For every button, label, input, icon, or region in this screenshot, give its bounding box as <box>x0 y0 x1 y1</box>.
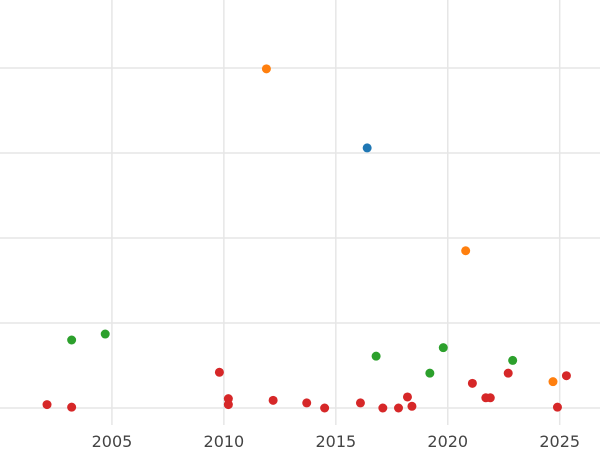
data-point-s0-2 <box>214 367 224 377</box>
data-point-s1-4 <box>438 343 448 353</box>
data-point-s0-4 <box>223 400 233 410</box>
data-point-s0-5 <box>268 395 278 405</box>
data-point-s1-5 <box>508 355 518 365</box>
x-gridlines <box>111 0 561 425</box>
data-point-s0-1 <box>67 402 77 412</box>
data-point-s0-0 <box>42 400 52 410</box>
data-point-s2-0 <box>261 64 271 74</box>
data-point-s0-6 <box>302 398 312 408</box>
data-point-s1-3 <box>425 368 435 378</box>
data-point-s0-15 <box>485 393 495 403</box>
data-point-s0-10 <box>394 403 404 413</box>
y-gridlines <box>0 67 600 409</box>
data-point-s1-2 <box>371 351 381 361</box>
data-point-s0-18 <box>561 371 571 381</box>
data-point-s0-17 <box>552 402 562 412</box>
data-point-s0-9 <box>378 403 388 413</box>
data-points <box>42 64 571 413</box>
data-point-s3-0 <box>362 143 372 153</box>
data-point-s2-2 <box>548 377 558 387</box>
x-tick-label-2010: 2010 <box>204 432 245 450</box>
data-point-s0-16 <box>503 368 513 378</box>
data-point-s2-1 <box>461 246 471 256</box>
data-point-s0-7 <box>320 403 330 413</box>
data-point-s0-13 <box>467 378 477 388</box>
x-tick-label-2025: 2025 <box>539 432 580 450</box>
data-point-s1-1 <box>100 329 110 339</box>
data-point-s0-11 <box>402 392 412 402</box>
x-tick-label-2020: 2020 <box>427 432 468 450</box>
x-tick-labels: 2005 2010 2015 2020 2025 <box>92 432 580 450</box>
x-tick-label-2005: 2005 <box>92 432 133 450</box>
data-point-s1-0 <box>67 335 77 345</box>
x-tick-label-2015: 2015 <box>315 432 356 450</box>
data-point-s0-12 <box>407 401 417 411</box>
data-point-s0-8 <box>355 398 365 408</box>
